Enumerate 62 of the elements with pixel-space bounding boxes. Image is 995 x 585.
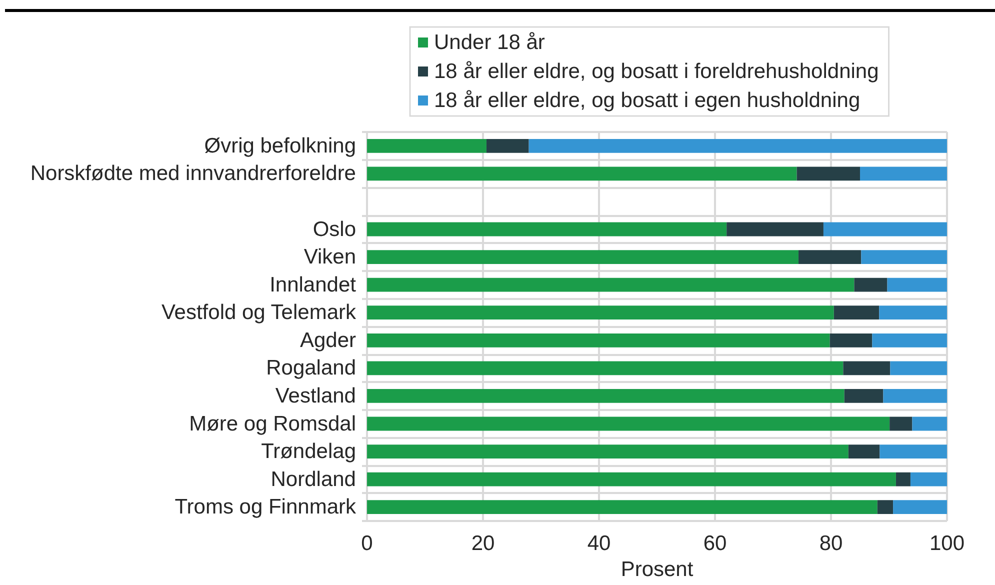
bar	[912, 416, 947, 431]
bar	[367, 472, 896, 486]
x-tick-label: 20	[471, 532, 495, 555]
bar	[367, 416, 890, 431]
y-tick-label: Vestland	[275, 384, 356, 408]
bar	[796, 166, 860, 181]
x-axis-title: Prosent	[620, 558, 694, 581]
y-tick-label: Møre og Romsdal	[189, 412, 356, 436]
bar	[726, 222, 824, 236]
bar	[877, 500, 894, 514]
bar	[910, 472, 947, 486]
bar	[367, 444, 848, 458]
bar	[861, 250, 947, 264]
x-tick-label: 60	[703, 532, 727, 555]
bar	[834, 306, 880, 320]
bar	[367, 333, 830, 348]
bar	[887, 278, 947, 292]
x-tick-label: 80	[819, 532, 843, 555]
bar	[367, 166, 797, 181]
bar	[896, 472, 910, 486]
bar	[854, 278, 888, 292]
bar	[367, 306, 834, 320]
bar	[367, 361, 844, 376]
y-tick-label: Rogaland	[266, 356, 356, 380]
y-tick-label: Troms og Finnmark	[174, 496, 356, 519]
y-tick-label: Vestfold og Telemark	[161, 301, 356, 324]
bar	[844, 389, 884, 403]
legend-label: 18 år eller eldre, og bosatt i foreldrehusholdning	[434, 60, 879, 83]
y-tick-label: Viken	[304, 246, 356, 269]
bar	[798, 250, 862, 264]
legend-label: 18 år eller eldre, og bosatt i egen husholdning	[434, 89, 860, 112]
bar	[823, 222, 947, 236]
bar	[872, 333, 947, 348]
bar	[367, 278, 854, 292]
y-tick-label: Agder	[300, 328, 356, 352]
bar	[880, 444, 947, 458]
y-tick-label: Innlandet	[270, 273, 356, 296]
bar	[860, 166, 947, 181]
bar	[486, 138, 529, 153]
x-tick-label: 100	[929, 532, 965, 555]
bar	[367, 500, 878, 514]
x-tick-label: 40	[587, 532, 611, 555]
y-tick-label: Øvrig befolkning	[204, 134, 356, 158]
bar	[883, 389, 947, 403]
bar	[879, 306, 947, 320]
bar	[367, 138, 486, 153]
bar	[367, 222, 727, 236]
y-tick-label: Nordland	[270, 468, 356, 491]
y-tick-label: Trøndelag	[261, 440, 356, 464]
bar	[893, 500, 947, 514]
bar	[890, 361, 947, 376]
y-tick-label: Norskfødte med innvandrerforeldre	[30, 162, 356, 186]
bar	[890, 416, 912, 431]
bar	[848, 444, 880, 458]
bar	[367, 389, 844, 403]
legend-label: Under 18 år	[434, 31, 545, 54]
x-tick-label: 0	[361, 532, 373, 555]
y-tick-label: Oslo	[312, 218, 356, 241]
bar	[843, 361, 890, 376]
bar	[528, 138, 947, 153]
bar	[367, 250, 799, 264]
bar	[830, 333, 872, 348]
